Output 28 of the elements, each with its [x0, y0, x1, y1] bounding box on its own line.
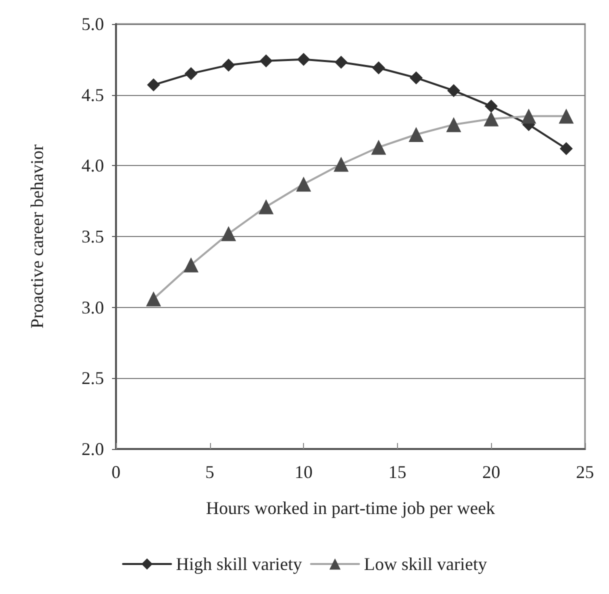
point [560, 142, 573, 156]
x-tick-label: 25 [576, 462, 594, 482]
y-tick-label: 5.0 [82, 14, 104, 34]
y-tick-label: 3.0 [82, 297, 104, 318]
point [147, 78, 160, 92]
point [260, 54, 273, 68]
legend-label: Low skill variety [364, 554, 487, 574]
x-tick-label: 20 [482, 462, 500, 482]
y-tick-label: 2.5 [82, 368, 104, 388]
y-axis-title: Proactive career behavior [27, 144, 47, 328]
point [484, 100, 498, 113]
legend-label: High skill variety [176, 554, 302, 574]
point [334, 56, 348, 69]
y-tick-label: 4.5 [82, 84, 104, 105]
y-tick-label: 4.0 [82, 156, 104, 176]
y-tick-label: 3.5 [82, 226, 104, 246]
x-tick-label: 5 [205, 462, 214, 482]
x-tick-label: 15 [388, 462, 406, 482]
point [447, 84, 460, 98]
point [297, 52, 310, 66]
point [222, 58, 236, 72]
x-tick-label: 0 [112, 462, 120, 482]
point [184, 67, 198, 80]
point [410, 71, 423, 84]
y-tick-label: 2.0 [82, 439, 104, 459]
x-tick-label: 10 [294, 462, 313, 482]
x-axis-title: Hours worked in part-time job per week [206, 498, 495, 518]
point [372, 61, 386, 74]
